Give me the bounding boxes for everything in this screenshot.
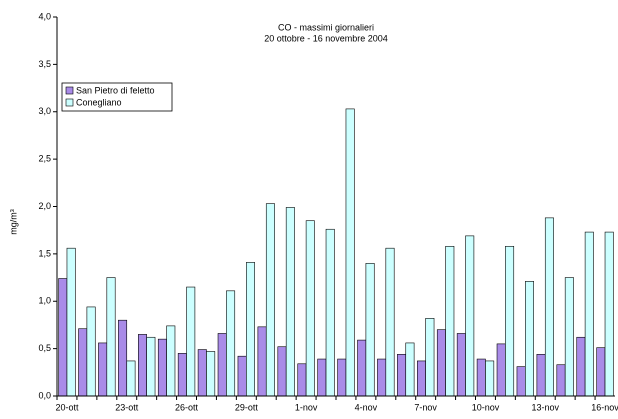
bar — [58, 278, 68, 397]
bar — [66, 247, 76, 397]
bar — [604, 231, 614, 397]
x-tick-label: 7-nov — [414, 402, 437, 412]
bar — [544, 217, 554, 397]
bar — [496, 343, 506, 397]
bar — [146, 336, 156, 397]
bar — [78, 328, 88, 397]
y-tick-label: 2,0 — [38, 201, 51, 211]
bar — [397, 354, 407, 397]
y-tick-label: 2,5 — [38, 154, 51, 164]
legend-label: Conegliano — [76, 97, 122, 107]
x-tick-label: 23-ott — [115, 402, 139, 412]
bar — [325, 228, 335, 397]
bar — [516, 366, 526, 397]
bar — [265, 203, 275, 397]
legend-swatch — [65, 98, 74, 107]
bar — [564, 277, 574, 397]
y-tick-label: 1,0 — [38, 296, 51, 306]
bar — [465, 235, 475, 397]
x-tick-label: 29-ott — [235, 402, 259, 412]
x-tick-label: 26-ott — [175, 402, 199, 412]
legend-label: San Pietro di feletto — [76, 85, 155, 95]
bar — [106, 277, 116, 397]
bar — [157, 338, 167, 397]
bar — [445, 245, 455, 397]
bar — [257, 326, 267, 397]
y-axis-label: mg/m³ — [8, 209, 18, 235]
x-tick-label: 13-nov — [531, 402, 559, 412]
y-tick-label: 0,0 — [38, 390, 51, 400]
bar — [525, 281, 534, 397]
x-tick-label: 10-nov — [472, 402, 500, 412]
bar — [285, 207, 295, 397]
bar — [417, 360, 426, 397]
bar — [405, 342, 415, 397]
bar — [206, 351, 216, 397]
bar — [86, 306, 96, 397]
bar — [377, 358, 387, 397]
y-tick-label: 3,5 — [38, 59, 51, 69]
y-tick-label: 3,0 — [38, 106, 51, 116]
bar — [385, 247, 395, 397]
chart-title: CO - massimi giornalieri — [278, 22, 374, 32]
bar — [98, 342, 108, 397]
bar — [556, 364, 566, 397]
bar — [246, 262, 255, 397]
y-tick-label: 4,0 — [38, 11, 51, 21]
bar — [217, 333, 227, 397]
bar — [476, 358, 486, 397]
bar — [237, 355, 247, 397]
bar — [126, 360, 136, 397]
x-tick-label: 20-ott — [55, 402, 79, 412]
bar — [226, 290, 236, 397]
bar — [166, 325, 176, 397]
bar — [505, 245, 515, 397]
bar — [138, 334, 147, 397]
bar — [317, 358, 327, 397]
x-tick-label: 16-nov — [591, 402, 618, 412]
bar — [337, 358, 347, 397]
bar — [536, 354, 546, 397]
x-tick-label: 1-nov — [295, 402, 318, 412]
y-tick-label: 1,5 — [38, 248, 51, 258]
bar — [596, 347, 606, 397]
bar — [357, 339, 367, 397]
bar — [186, 286, 196, 397]
bar — [297, 363, 307, 397]
bar — [584, 231, 594, 397]
bar — [485, 360, 495, 397]
y-tick-label: 0,5 — [38, 343, 51, 353]
bar — [197, 349, 207, 397]
bar — [177, 353, 187, 397]
bar — [365, 263, 375, 397]
legend-box — [61, 82, 173, 112]
bar — [456, 333, 466, 397]
x-tick-label: 4-nov — [355, 402, 378, 412]
bar — [305, 220, 315, 397]
bar — [436, 329, 446, 397]
bar — [277, 346, 287, 397]
chart-subtitle: 20 ottobre - 16 novembre 2004 — [264, 33, 388, 43]
bar — [118, 319, 128, 397]
bar — [425, 318, 435, 397]
bar — [576, 336, 586, 397]
legend-swatch — [65, 86, 74, 95]
bar — [345, 108, 355, 397]
